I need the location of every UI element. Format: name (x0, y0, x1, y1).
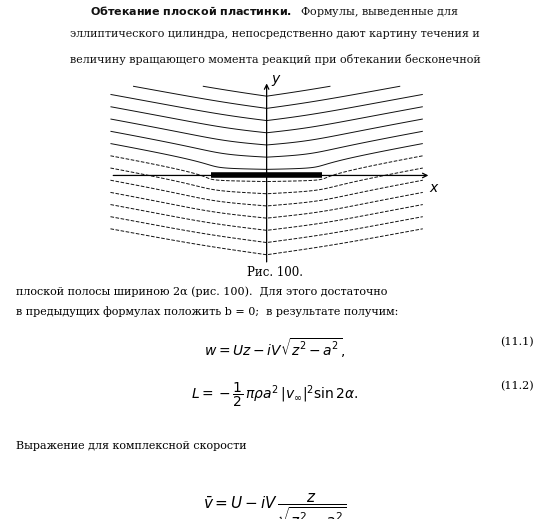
Text: $y$: $y$ (271, 73, 282, 88)
Text: $L = -\dfrac{1}{2}\,\pi\rho a^2\,|v_\infty|^2\sin 2\alpha.$: $L = -\dfrac{1}{2}\,\pi\rho a^2\,|v_\inf… (191, 381, 359, 409)
Text: Рис. 100.: Рис. 100. (247, 266, 303, 279)
Text: $\bar{v} = U - iV\,\dfrac{z}{\sqrt{z^2 - a^2}}$: $\bar{v} = U - iV\,\dfrac{z}{\sqrt{z^2 -… (204, 491, 346, 519)
Text: (11.1): (11.1) (500, 337, 534, 347)
Text: $w = Uz - iV\sqrt{z^2 - a^2},$: $w = Uz - iV\sqrt{z^2 - a^2},$ (205, 337, 345, 360)
Text: $x$: $x$ (428, 181, 439, 195)
Text: в предыдущих формулах положить b = 0;  в результате получим:: в предыдущих формулах положить b = 0; в … (16, 306, 399, 317)
Text: эллиптического цилиндра, непосредственно дают картину течения и: эллиптического цилиндра, непосредственно… (70, 29, 480, 38)
Text: (11.2): (11.2) (500, 381, 534, 391)
Text: $\mathbf{Обтекание\ плоской\ пластинки.}$  Формулы, выведенные для: $\mathbf{Обтекание\ плоской\ пластинки.}… (90, 4, 460, 19)
Text: Выражение для комплексной скорости: Выражение для комплексной скорости (16, 441, 247, 451)
Text: величину вращающего момента реакций при обтекании бесконечной: величину вращающего момента реакций при … (70, 54, 480, 65)
Text: плоской полосы шириною 2α (рис. 100).  Для этого достаточно: плоской полосы шириною 2α (рис. 100). Дл… (16, 286, 388, 297)
